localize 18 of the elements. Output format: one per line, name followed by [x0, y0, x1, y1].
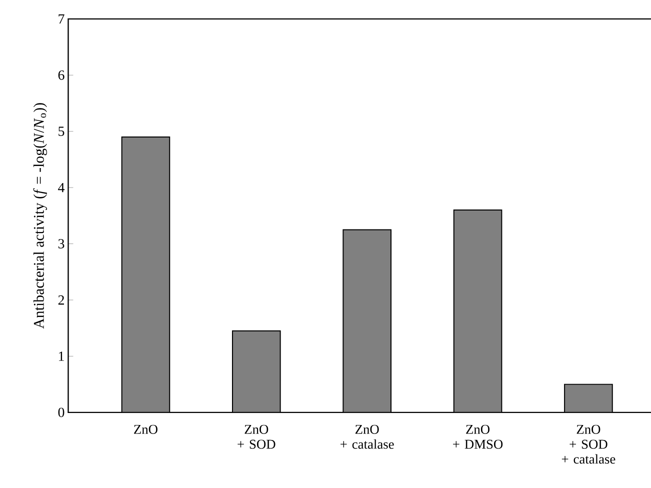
y-tick-label: 6	[58, 70, 64, 80]
bar	[453, 209, 502, 412]
x-tick-label: ZnO + SOD	[238, 424, 276, 449]
y-tick-label: 3	[58, 239, 64, 248]
bar	[121, 136, 170, 412]
y-tick-label: 7	[58, 14, 64, 24]
y-tick-label: 4	[58, 182, 65, 192]
bar	[342, 229, 392, 412]
x-tick-label: ZnO	[134, 424, 158, 434]
bar	[564, 384, 613, 412]
y-tick-label: 5	[58, 126, 64, 136]
x-tick-label: ZnO + SOD + catalase	[562, 424, 616, 464]
bar	[232, 330, 281, 412]
y-tick-label: 1	[58, 352, 64, 361]
y-tick-label: 2	[58, 295, 64, 305]
x-tick-label: ZnO + catalase	[340, 424, 394, 449]
x-tick-label: ZnO + DMSO	[453, 424, 503, 449]
y-tick-label: 0	[58, 408, 64, 418]
